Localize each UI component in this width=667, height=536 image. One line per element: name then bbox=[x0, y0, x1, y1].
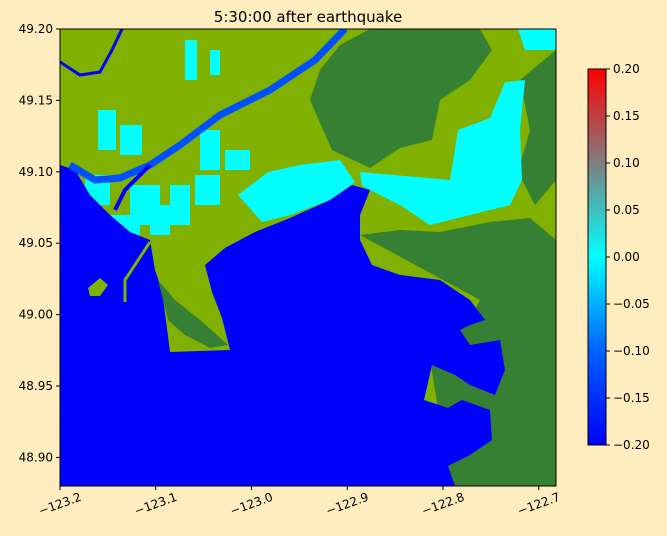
north-river bbox=[60, 29, 124, 77]
colorbar-tick-label: 0.15 bbox=[613, 109, 640, 123]
causeway bbox=[123, 241, 152, 302]
fraser-river bbox=[68, 29, 348, 184]
colorbar-tick-label: 0.10 bbox=[613, 156, 640, 170]
water bbox=[60, 165, 505, 486]
colorbar-tick-label: 0.05 bbox=[613, 203, 640, 217]
land-high-east bbox=[518, 50, 556, 205]
y-tick-label: 49.10 bbox=[19, 165, 53, 179]
point-roberts bbox=[158, 280, 228, 348]
x-tick-label: −123.0 bbox=[228, 490, 275, 518]
y-tick-label: 48.90 bbox=[19, 450, 53, 464]
flooded-east bbox=[360, 80, 525, 225]
flooded-northeast bbox=[518, 29, 556, 50]
x-tick-label: −123.2 bbox=[37, 490, 84, 518]
colorbar-tick-label: −0.20 bbox=[613, 438, 650, 452]
x-axis: −123.2 −123.1 −123.0 −122.9 −122.8 −122.7 bbox=[37, 486, 562, 518]
land-high-north bbox=[310, 29, 492, 168]
y-tick-label: 49.20 bbox=[19, 22, 53, 36]
river-arm bbox=[113, 163, 152, 211]
map-image bbox=[60, 29, 556, 486]
x-tick-label: −122.9 bbox=[324, 490, 371, 518]
flooded-central bbox=[238, 160, 355, 222]
y-tick-label: 49.00 bbox=[19, 308, 53, 322]
y-tick-label: 49.15 bbox=[19, 93, 53, 107]
island bbox=[88, 278, 108, 296]
x-tick-label: −122.7 bbox=[515, 490, 562, 518]
colorbar-tick-label: 0.00 bbox=[613, 250, 640, 264]
x-tick-label: −122.8 bbox=[420, 490, 467, 518]
colorbar-tick-label: 0.20 bbox=[613, 62, 640, 76]
chart-title: 5:30:00 after earthquake bbox=[214, 8, 402, 26]
colorbar-tick-label: −0.15 bbox=[613, 391, 650, 405]
colorbar-axis: 0.20 0.15 0.10 0.05 0.00 −0.05 −0.10 −0.15 −0.20 bbox=[606, 62, 650, 452]
colorbar bbox=[587, 68, 607, 446]
flooded-patches bbox=[85, 40, 250, 235]
plot-frame bbox=[59, 28, 557, 487]
y-axis: 49.20 49.15 49.10 49.05 49.00 48.95 48.90 bbox=[19, 22, 60, 464]
y-tick-label: 49.05 bbox=[19, 236, 53, 250]
y-tick-label: 48.95 bbox=[19, 379, 53, 393]
colorbar-tick-label: −0.10 bbox=[613, 344, 650, 358]
colorbar-tick-label: −0.05 bbox=[613, 297, 650, 311]
x-tick-label: −123.1 bbox=[132, 490, 179, 518]
